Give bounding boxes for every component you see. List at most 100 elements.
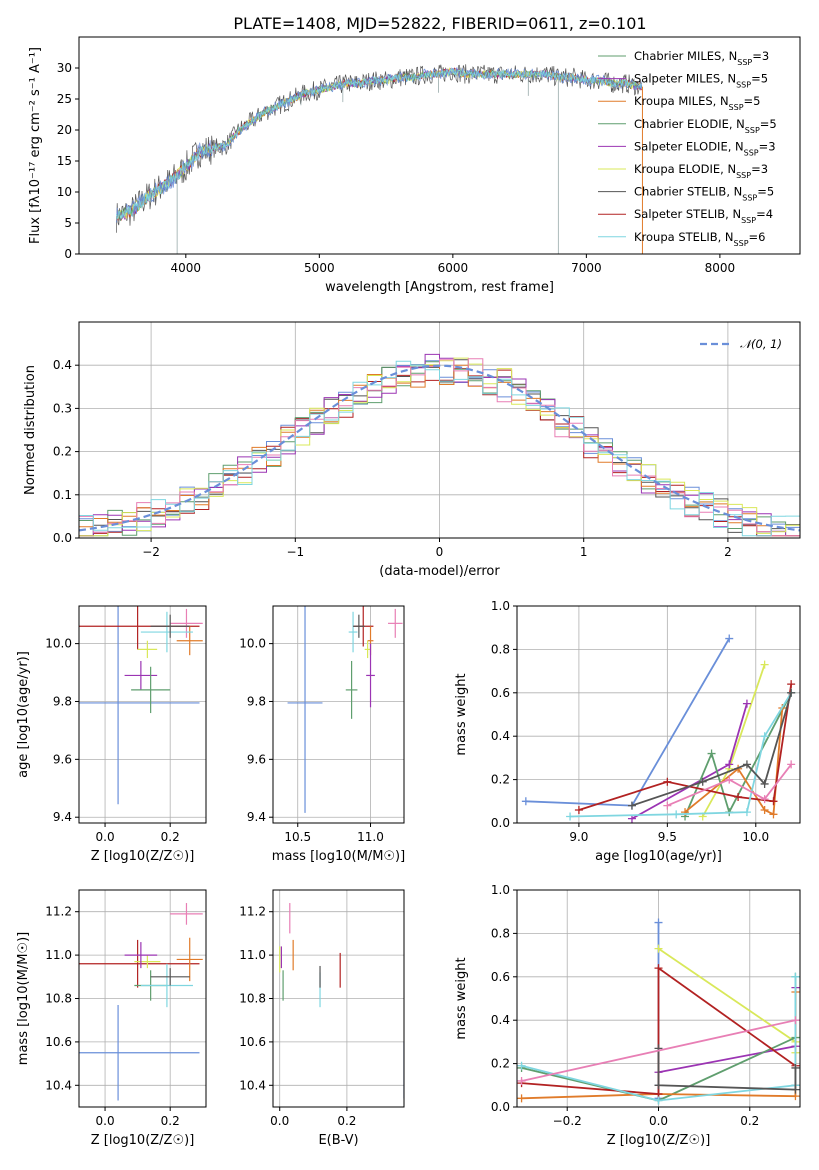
y-tick-label: 0.1 [53, 488, 72, 502]
axes-frame [78, 889, 207, 1108]
x-tick-label: 0.0 [270, 1114, 289, 1128]
weight-marker-salpeter_miles [742, 699, 751, 708]
spectrum-line-kroupa_miles [116, 67, 643, 221]
y-tick-label: 9.8 [247, 694, 266, 708]
weight-marker-pink [725, 775, 734, 784]
weight-marker-pink [760, 795, 769, 804]
legend-entry: Kroupa ELODIE, NSSP=3 [634, 162, 768, 180]
panel-spectrum: 4000 5000 6000 7000 8000 0 5 10 15 20 25 30 waveleng… [28, 36, 801, 295]
y-tick-label: 10.4 [45, 1078, 72, 1092]
axes-frame [78, 36, 801, 255]
panel-mass_vs_Z: 0.0 0.2 10.4 10.6 10.8 11.0 11.2 Z [log10(Z/Z☉)… [16, 889, 207, 1148]
weight-marker-kroupa_miles [769, 810, 778, 819]
legend-entry: Chabrier MILES, NSSP=3 [634, 49, 769, 67]
weight-marker-chabrier_stelib [760, 779, 769, 788]
y-tick-label: 10.0 [239, 637, 266, 651]
weight-line-salpeter_stelib [578, 683, 793, 811]
y-tick-label: 11.2 [45, 905, 72, 919]
axes-frame [78, 321, 801, 539]
x-tick-label: 0.0 [649, 1114, 668, 1128]
legend-entry: Chabrier ELODIE, NSSP=5 [634, 117, 777, 135]
x-tick-label: 2 [724, 545, 732, 559]
x-tick-label: 11.0 [357, 830, 384, 844]
y-tick-label: 9.6 [247, 752, 266, 766]
x-tick-label: −2 [142, 545, 160, 559]
y-tick-label: 9.8 [53, 694, 72, 708]
weight-marker-kroupa_stelib [517, 1061, 526, 1070]
x-tick-label: 0.2 [740, 1114, 759, 1128]
axes-frame [272, 889, 405, 1108]
weight-marker-kroupa_stelib [672, 810, 681, 819]
legend-entry: Kroupa STELIB, NSSP=6 [634, 230, 765, 248]
y-tick-label: 10.8 [45, 992, 72, 1006]
y-tick-label: 9.4 [247, 810, 266, 824]
weight-line-kroupa_stelib [521, 976, 797, 1102]
y-tick-label: 15 [57, 154, 72, 168]
y-tick-label: 30 [57, 61, 72, 75]
y-axis-label: mass weight [454, 673, 469, 755]
weight-line-chabrier_stelib [631, 692, 793, 807]
weight-marker-chabrier_stelib [787, 688, 796, 697]
panel-weight_vs_age: 9.0 9.5 10.0 0.0 0.2 0.4 0.6 0.8 1.0 age [log10(a… [454, 599, 801, 864]
y-tick-label: 9.6 [53, 752, 72, 766]
weight-marker-data_blue [521, 797, 530, 806]
panel-age_vs_mass: 10.5 11.0 9.4 9.6 9.8 10.0 mass [log10(M/M☉)] [239, 605, 405, 864]
panel-residuals: −2 −1 0 1 2 0.0 0.1 0.2 0.3 0.4 (data-model)/error… [23, 321, 801, 579]
y-axis-label: age [log10(age/yr)] [16, 651, 31, 778]
figure-title: PLATE=1408, MJD=52822, FIBERID=0611, z=0… [233, 14, 646, 33]
y-axis-label: mass weight [454, 957, 469, 1039]
x-tick-label: 10.0 [742, 830, 769, 844]
legend-entry: Salpeter STELIB, NSSP=4 [634, 207, 773, 225]
weight-line-pink [666, 763, 792, 807]
weight-marker-pink [791, 1016, 800, 1025]
normal-curve [79, 364, 800, 532]
y-axis-label: mass [log10(M/M☉)] [16, 932, 31, 1065]
y-tick-label: 0.4 [491, 729, 510, 743]
y-tick-label: 11.0 [45, 948, 72, 962]
y-tick-label: 0.0 [491, 1100, 510, 1114]
x-axis-label: Z [log10(Z/Z☉)] [607, 1133, 711, 1148]
panel-weight_vs_Z: −0.2 0.0 0.2 0.0 0.2 0.4 0.6 0.8 1.0 Z [log10(Z/Z… [454, 883, 801, 1148]
x-axis-label: mass [log10(M/M☉)] [272, 849, 405, 864]
plot-area [79, 903, 203, 1101]
y-tick-label: 20 [57, 123, 72, 137]
plot-area [521, 634, 796, 823]
axes-frame [516, 889, 801, 1108]
x-axis-label: E(B-V) [318, 1133, 358, 1148]
x-tick-label: 8000 [705, 261, 736, 275]
x-tick-label: 0.2 [161, 830, 180, 844]
y-tick-label: 0.4 [491, 1013, 510, 1027]
y-tick-label: 0.8 [491, 926, 510, 940]
weight-marker-salpeter_stelib [787, 680, 796, 689]
x-tick-label: 0 [436, 545, 444, 559]
y-tick-label: 10.6 [45, 1035, 72, 1049]
legend-entry: Salpeter ELODIE, NSSP=3 [634, 139, 776, 157]
y-tick-label: 0.0 [53, 531, 72, 545]
y-tick-label: 1.0 [491, 599, 510, 613]
plot-area [517, 918, 800, 1105]
weight-marker-kroupa_miles [760, 805, 769, 814]
legend-entry: 𝒩(0, 1) [740, 337, 782, 351]
weight-line-kroupa_elodie [657, 947, 797, 1053]
y-tick-label: 9.4 [53, 810, 72, 824]
weight-marker-salpeter_miles [725, 760, 734, 769]
x-axis-label: age [log10(age/yr)] [595, 849, 722, 864]
y-tick-label: 25 [57, 92, 72, 106]
plot-area [287, 606, 403, 813]
weight-marker-kroupa_stelib [566, 812, 575, 821]
x-axis-label: wavelength [Angstrom, rest frame] [325, 280, 554, 295]
y-tick-label: 0.0 [491, 816, 510, 830]
panel-mass_vs_ebv: 0.0 0.2 10.4 10.6 10.8 11.0 11.2 E(B-V) [239, 889, 405, 1148]
weight-marker-pink [517, 1076, 526, 1085]
y-tick-label: 0.2 [53, 445, 72, 459]
panels: 4000 5000 6000 7000 8000051015202530waveleng… [16, 36, 801, 1148]
weight-line-kroupa_stelib [570, 692, 792, 818]
plot-area [79, 353, 800, 537]
x-tick-label: 1 [580, 545, 588, 559]
weight-marker-chabrier_miles [707, 749, 716, 758]
y-axis-label: Normed distribution [23, 365, 38, 495]
weight-line-chabrier_stelib [657, 1048, 797, 1091]
weight-marker-salpeter_stelib [769, 797, 778, 806]
y-tick-label: 10.0 [45, 637, 72, 651]
y-tick-label: 10 [57, 185, 72, 199]
